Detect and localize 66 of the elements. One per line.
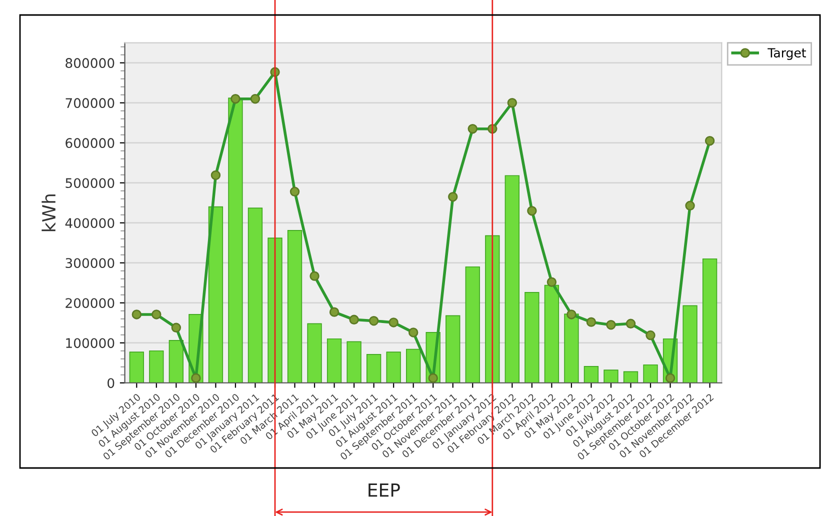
point xyxy=(566,310,576,320)
bar xyxy=(623,371,638,383)
bar xyxy=(643,364,658,383)
point xyxy=(586,317,596,327)
y-tick-label: 200000 xyxy=(66,298,114,308)
point xyxy=(329,307,340,317)
y-tick-label: 500000 xyxy=(66,178,114,188)
bar xyxy=(168,340,184,383)
bar xyxy=(129,352,144,383)
y-tick-label: 0 xyxy=(108,378,114,388)
bar xyxy=(248,208,263,383)
point xyxy=(606,320,616,330)
bar xyxy=(544,284,560,383)
point xyxy=(230,94,240,104)
point xyxy=(468,124,478,134)
point xyxy=(368,316,379,326)
bar xyxy=(504,175,520,383)
point xyxy=(527,206,537,216)
bar xyxy=(386,352,401,383)
point xyxy=(210,170,221,180)
bar xyxy=(465,266,480,383)
y-tick-label: 800000 xyxy=(66,58,114,68)
bar xyxy=(682,305,698,383)
bar xyxy=(268,238,282,383)
y-axis-title: kWh xyxy=(42,194,56,232)
point xyxy=(685,200,695,211)
point xyxy=(428,373,438,383)
point xyxy=(132,310,142,320)
y-tick-label: 700000 xyxy=(66,98,114,108)
legend-label: Target xyxy=(768,48,806,60)
point xyxy=(626,318,636,329)
point xyxy=(408,328,418,338)
bar xyxy=(326,338,342,383)
bar xyxy=(287,230,302,383)
bar xyxy=(346,341,362,383)
bar xyxy=(564,314,579,383)
point xyxy=(250,94,260,104)
y-tick-label: 400000 xyxy=(65,218,114,228)
bar xyxy=(524,292,540,383)
bar xyxy=(604,370,618,383)
point xyxy=(171,322,182,333)
point xyxy=(507,98,518,108)
point xyxy=(448,192,458,202)
bar xyxy=(208,206,224,383)
bar xyxy=(702,258,718,383)
bar xyxy=(307,323,322,383)
bar xyxy=(584,366,599,383)
point xyxy=(349,314,359,325)
bar xyxy=(406,348,421,383)
point xyxy=(388,318,398,328)
point xyxy=(191,373,201,383)
point xyxy=(646,330,656,340)
bar xyxy=(228,98,243,383)
point xyxy=(665,373,676,383)
point xyxy=(704,136,715,146)
point xyxy=(152,310,162,320)
y-tick-label: 100000 xyxy=(66,338,114,348)
y-tick-label: 300000 xyxy=(66,258,114,268)
bar xyxy=(149,350,164,383)
bar xyxy=(366,354,382,383)
y-tick-label: 600000 xyxy=(66,138,114,148)
text: EEP xyxy=(368,484,400,497)
point xyxy=(290,186,300,197)
point xyxy=(310,271,320,281)
bar xyxy=(446,315,460,383)
point xyxy=(546,277,557,287)
